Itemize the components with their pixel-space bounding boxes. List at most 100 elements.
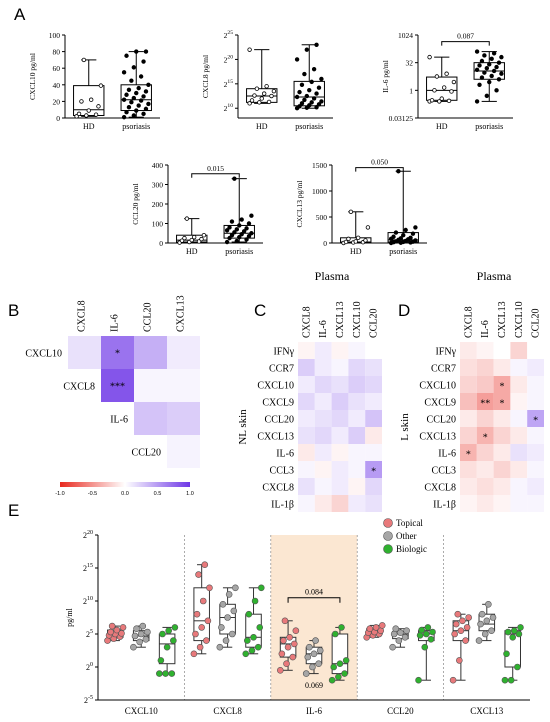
data-point-other — [137, 630, 145, 638]
data-point-topical — [283, 660, 290, 668]
column-label: CXCL10 — [352, 301, 363, 338]
data-point-topical — [457, 627, 465, 635]
data-point — [249, 213, 254, 218]
data-point — [487, 62, 492, 67]
row-label: IL-1β — [271, 500, 294, 511]
row-label: CCR7 — [269, 364, 294, 375]
data-point — [84, 113, 89, 118]
data-point — [365, 225, 371, 230]
data-point — [408, 235, 413, 240]
data-point — [126, 105, 132, 110]
data-point-topical — [201, 561, 209, 569]
data-point-topical — [284, 643, 292, 651]
heatmap-cell — [476, 461, 494, 478]
x-tick-label: psoriasis — [122, 122, 150, 131]
colorbar-tick-label: -1.0 — [55, 491, 64, 497]
data-point-topical — [108, 622, 116, 630]
data-point-other — [389, 643, 396, 651]
data-point-topical — [203, 637, 210, 644]
data-point — [499, 71, 504, 76]
data-point-topical — [118, 630, 125, 637]
data-point-other — [481, 630, 489, 638]
boxplot-il-6 — [415, 34, 513, 119]
p-value-label: 0.015 — [207, 164, 224, 173]
data-point — [129, 78, 134, 83]
heatmap-cell — [314, 461, 332, 478]
heatmap-cell — [493, 359, 511, 376]
row-label: CXCL10 — [25, 349, 62, 360]
significance-bracket — [355, 167, 404, 172]
data-point — [479, 75, 485, 80]
data-point — [489, 73, 494, 79]
data-point — [81, 57, 87, 63]
data-point — [491, 51, 497, 56]
heatmap-cell — [101, 369, 134, 402]
data-point-other — [477, 620, 484, 628]
y-tick-label: 400 — [152, 161, 164, 170]
data-point — [121, 70, 127, 75]
data-point — [126, 87, 132, 92]
data-point-other — [315, 660, 322, 668]
data-point — [189, 237, 194, 243]
data-point-other — [302, 670, 310, 677]
data-point-topical — [452, 620, 460, 628]
heatmap-cell — [348, 376, 366, 393]
row-label: CCL20 — [132, 448, 161, 459]
data-point — [299, 101, 305, 106]
data-point — [474, 67, 480, 73]
heatmap-cell — [493, 427, 511, 444]
data-point — [398, 236, 404, 241]
data-point-topical — [451, 630, 458, 638]
column-label: IL-6 — [318, 320, 329, 338]
colorbar-tick-label: 1.0 — [186, 491, 194, 497]
data-point-topical — [190, 650, 198, 658]
data-point — [143, 89, 149, 94]
x-tick-label: CXCL10 — [125, 706, 159, 716]
heatmap-cell — [331, 461, 349, 478]
data-point — [237, 223, 242, 228]
data-point — [237, 234, 242, 240]
data-point-other — [142, 635, 150, 643]
heatmap-cell — [510, 376, 528, 393]
data-point — [227, 225, 232, 230]
data-point — [229, 232, 235, 238]
heatmap-cell — [298, 444, 315, 461]
data-point — [199, 236, 204, 242]
data-point — [494, 88, 499, 93]
heatmap-cell — [298, 478, 315, 495]
data-point — [299, 82, 305, 87]
data-point — [396, 169, 401, 174]
heatmap-cell — [493, 461, 511, 478]
heatmap-cell — [460, 359, 477, 376]
heatmap-cell — [68, 336, 101, 369]
data-point — [432, 88, 437, 93]
heatmap-cell — [348, 393, 366, 410]
data-point — [241, 229, 247, 234]
row-label: IL-6 — [110, 415, 128, 426]
data-point — [393, 230, 399, 235]
y-tick-label: 0 — [56, 114, 60, 123]
colorbar-tick-label: 0.0 — [121, 491, 129, 497]
row-label: CXCL13 — [257, 432, 294, 443]
data-point — [244, 237, 249, 242]
row-label: CXCL8 — [424, 483, 456, 494]
heatmap-cell — [493, 478, 511, 495]
data-point — [252, 93, 257, 98]
y-tick-label: 20 — [86, 662, 93, 672]
heatmap-cell — [460, 461, 477, 478]
data-point-topical — [465, 614, 472, 621]
heatmap-cell — [510, 359, 528, 376]
data-point — [266, 99, 272, 105]
data-point-topical — [198, 624, 205, 631]
data-point — [239, 232, 244, 237]
data-point-other — [230, 607, 238, 615]
data-point-topical — [277, 666, 284, 674]
heatmap-cell — [365, 427, 382, 444]
data-point — [302, 97, 307, 103]
data-point — [353, 239, 358, 244]
data-point — [403, 227, 408, 233]
heatmap-cell — [476, 376, 494, 393]
heatmap-cell — [527, 444, 544, 461]
data-point — [96, 104, 101, 109]
data-point-other — [312, 637, 319, 644]
